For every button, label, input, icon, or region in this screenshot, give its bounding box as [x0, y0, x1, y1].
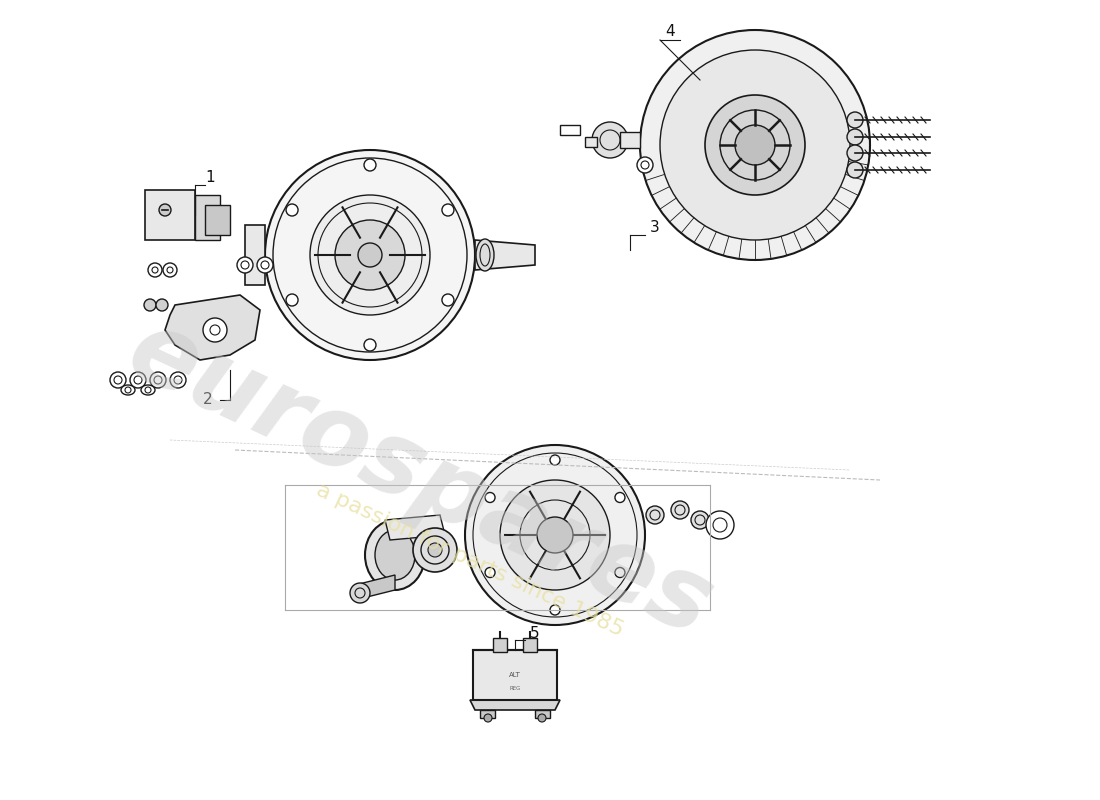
Ellipse shape — [375, 530, 415, 580]
Circle shape — [156, 299, 168, 311]
Circle shape — [286, 204, 298, 216]
Circle shape — [484, 714, 492, 722]
Circle shape — [847, 129, 864, 145]
Polygon shape — [245, 225, 265, 285]
Circle shape — [706, 511, 734, 539]
Circle shape — [537, 517, 573, 553]
Circle shape — [465, 445, 645, 625]
Circle shape — [428, 543, 442, 557]
Circle shape — [847, 145, 864, 161]
Circle shape — [500, 480, 610, 590]
Bar — [522, 638, 537, 652]
Circle shape — [640, 30, 870, 260]
Circle shape — [646, 506, 664, 524]
Text: 3: 3 — [650, 221, 660, 235]
Circle shape — [236, 257, 253, 273]
Circle shape — [592, 122, 628, 158]
Polygon shape — [470, 700, 560, 710]
Circle shape — [150, 372, 166, 388]
Circle shape — [550, 455, 560, 465]
Circle shape — [442, 294, 454, 306]
Circle shape — [847, 112, 864, 128]
Text: 5: 5 — [530, 626, 540, 641]
Polygon shape — [165, 295, 260, 360]
Circle shape — [442, 204, 454, 216]
Bar — [535, 710, 550, 718]
Circle shape — [364, 339, 376, 351]
Bar — [620, 132, 640, 148]
Ellipse shape — [121, 385, 135, 395]
Circle shape — [550, 605, 560, 615]
Circle shape — [350, 583, 370, 603]
Circle shape — [204, 318, 227, 342]
Circle shape — [310, 195, 430, 315]
Text: 4: 4 — [666, 25, 674, 39]
Polygon shape — [385, 515, 446, 540]
Polygon shape — [355, 575, 395, 600]
Circle shape — [847, 162, 864, 178]
Circle shape — [144, 299, 156, 311]
Circle shape — [160, 204, 170, 216]
Bar — [585, 137, 597, 147]
Circle shape — [637, 157, 653, 173]
Circle shape — [671, 501, 689, 519]
Circle shape — [705, 95, 805, 195]
Circle shape — [130, 372, 146, 388]
Circle shape — [735, 125, 776, 165]
Circle shape — [336, 220, 405, 290]
Circle shape — [286, 294, 298, 306]
Ellipse shape — [476, 239, 494, 271]
Text: REG: REG — [509, 686, 520, 690]
Polygon shape — [473, 650, 557, 700]
Circle shape — [485, 493, 495, 502]
Text: a passion for parts since 1985: a passion for parts since 1985 — [314, 480, 627, 640]
Ellipse shape — [365, 520, 425, 590]
Polygon shape — [475, 240, 535, 270]
Circle shape — [364, 159, 376, 171]
Text: eurospares: eurospares — [113, 302, 727, 658]
Circle shape — [691, 511, 710, 529]
Polygon shape — [195, 195, 220, 240]
Text: 1: 1 — [205, 170, 214, 186]
Polygon shape — [205, 205, 230, 235]
Polygon shape — [145, 190, 195, 240]
Circle shape — [110, 372, 126, 388]
Circle shape — [412, 528, 456, 572]
Ellipse shape — [141, 385, 155, 395]
Circle shape — [615, 493, 625, 502]
Circle shape — [163, 263, 177, 277]
Circle shape — [148, 263, 162, 277]
Text: ALT: ALT — [509, 672, 521, 678]
Circle shape — [538, 714, 546, 722]
Text: 2: 2 — [202, 393, 212, 407]
Circle shape — [485, 567, 495, 578]
Circle shape — [358, 243, 382, 267]
Bar — [480, 710, 495, 718]
Circle shape — [265, 150, 475, 360]
Circle shape — [615, 567, 625, 578]
Circle shape — [170, 372, 186, 388]
Circle shape — [660, 50, 850, 240]
Bar — [493, 638, 507, 652]
Circle shape — [257, 257, 273, 273]
